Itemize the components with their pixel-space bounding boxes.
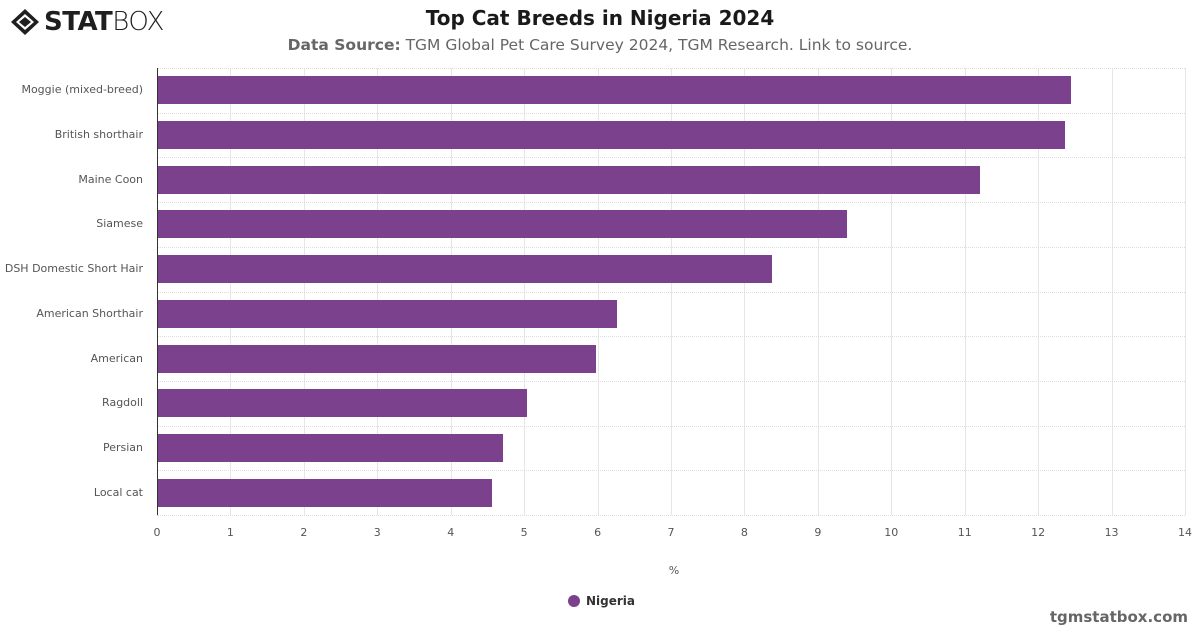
y-gridline [157, 515, 1185, 516]
chart-title: Top Cat Breeds in Nigeria 2024 [425, 6, 775, 30]
bar[interactable] [158, 121, 1065, 150]
legend-item-nigeria[interactable]: Nigeria [568, 594, 635, 608]
x-tick-label: 11 [957, 526, 972, 539]
bar[interactable] [158, 478, 493, 507]
x-tick-label: 10 [884, 526, 899, 539]
y-axis-label: Local cat [93, 485, 143, 499]
y-axis-label: Persian [102, 440, 143, 454]
bar[interactable] [158, 255, 772, 284]
bar[interactable] [158, 210, 847, 239]
plot-area [157, 68, 1186, 516]
y-gridline [157, 157, 1185, 159]
x-tick-label: 1 [226, 526, 234, 539]
source-text: TGM Global Pet Care Survey 2024, TGM Res… [400, 36, 913, 54]
bar[interactable] [158, 344, 597, 373]
x-tick-label: 4 [447, 526, 455, 539]
bar[interactable] [158, 165, 981, 194]
y-axis-label: Siamese [96, 217, 143, 231]
bar[interactable] [158, 389, 528, 418]
x-tick-label: 5 [520, 526, 528, 539]
y-gridline [157, 202, 1185, 204]
y-axis-label: British shorthair [54, 128, 143, 142]
y-gridline [157, 425, 1185, 427]
y-gridline [157, 291, 1185, 293]
x-axis-title: % [668, 564, 680, 577]
x-tick-label: 3 [373, 526, 381, 539]
y-gridline [157, 246, 1185, 248]
x-tick-label: 14 [1178, 526, 1192, 539]
x-tick-label: 8 [740, 526, 748, 539]
y-axis-label: Ragdoll [102, 396, 143, 410]
x-tick-label: 7 [667, 526, 675, 539]
y-axis-label: Maine Coon [78, 172, 143, 186]
y-gridline [157, 68, 1185, 69]
bar[interactable] [158, 433, 504, 462]
x-tick-label: 13 [1104, 526, 1119, 539]
y-axis-label: DSH Domestic Short Hair [4, 262, 143, 276]
y-gridline [157, 336, 1185, 338]
x-tick-label: 6 [594, 526, 602, 539]
x-tick-label: 9 [814, 526, 822, 539]
footer-site[interactable]: tgmstatbox.com [1049, 608, 1188, 626]
y-gridline [157, 380, 1185, 382]
x-tick-label: 12 [1031, 526, 1046, 539]
y-axis-label: Moggie (mixed-breed) [21, 83, 143, 97]
legend-marker [568, 595, 580, 607]
y-axis-label: American Shorthair [36, 306, 143, 320]
legend-label: Nigeria [586, 594, 636, 608]
x-tick-label: 2 [300, 526, 308, 539]
x-gridline [1185, 68, 1186, 515]
y-gridline [157, 112, 1185, 114]
y-axis-line [157, 68, 158, 515]
chart-subtitle[interactable]: Data Source: TGM Global Pet Care Survey … [0, 36, 1200, 54]
source-label: Data Source: [287, 36, 401, 54]
bar[interactable] [158, 76, 1071, 105]
x-tick-label: 0 [153, 526, 161, 539]
diamond-logo-icon [11, 9, 39, 35]
y-axis-label: American [90, 351, 143, 365]
bar[interactable] [158, 299, 617, 328]
y-gridline [157, 470, 1185, 472]
logo-text: STATBOX [44, 7, 164, 37]
statbox-logo[interactable]: STATBOX [10, 8, 164, 36]
